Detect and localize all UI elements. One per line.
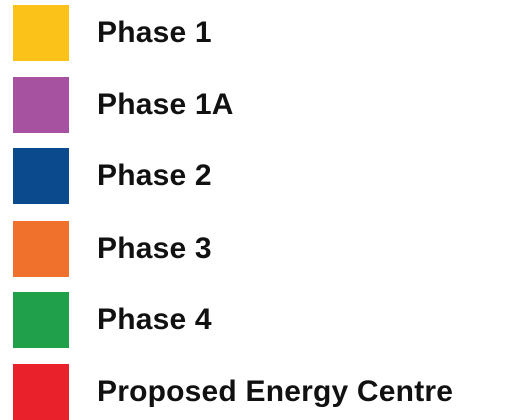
legend-item-phase-1: Phase 1 (0, 5, 507, 61)
legend-swatch (13, 292, 69, 348)
legend-label: Proposed Energy Centre (97, 375, 454, 408)
legend-item-phase-2: Phase 2 (0, 148, 507, 204)
legend-label: Phase 3 (97, 232, 212, 265)
legend-label: Phase 2 (97, 159, 212, 192)
legend-swatch (13, 148, 69, 204)
legend-label: Phase 1A (97, 88, 234, 121)
legend-item-phase-3: Phase 3 (0, 221, 507, 277)
legend-swatch (13, 77, 69, 133)
legend-swatch (13, 364, 69, 420)
legend-item-phase-4: Phase 4 (0, 292, 507, 348)
legend-swatch (13, 221, 69, 277)
legend-label: Phase 4 (97, 303, 212, 336)
legend-item-phase-1a: Phase 1A (0, 77, 507, 133)
legend-label: Phase 1 (97, 16, 212, 49)
legend-item-proposed-energy-centre: Proposed Energy Centre (0, 364, 507, 420)
legend-swatch (13, 5, 69, 61)
